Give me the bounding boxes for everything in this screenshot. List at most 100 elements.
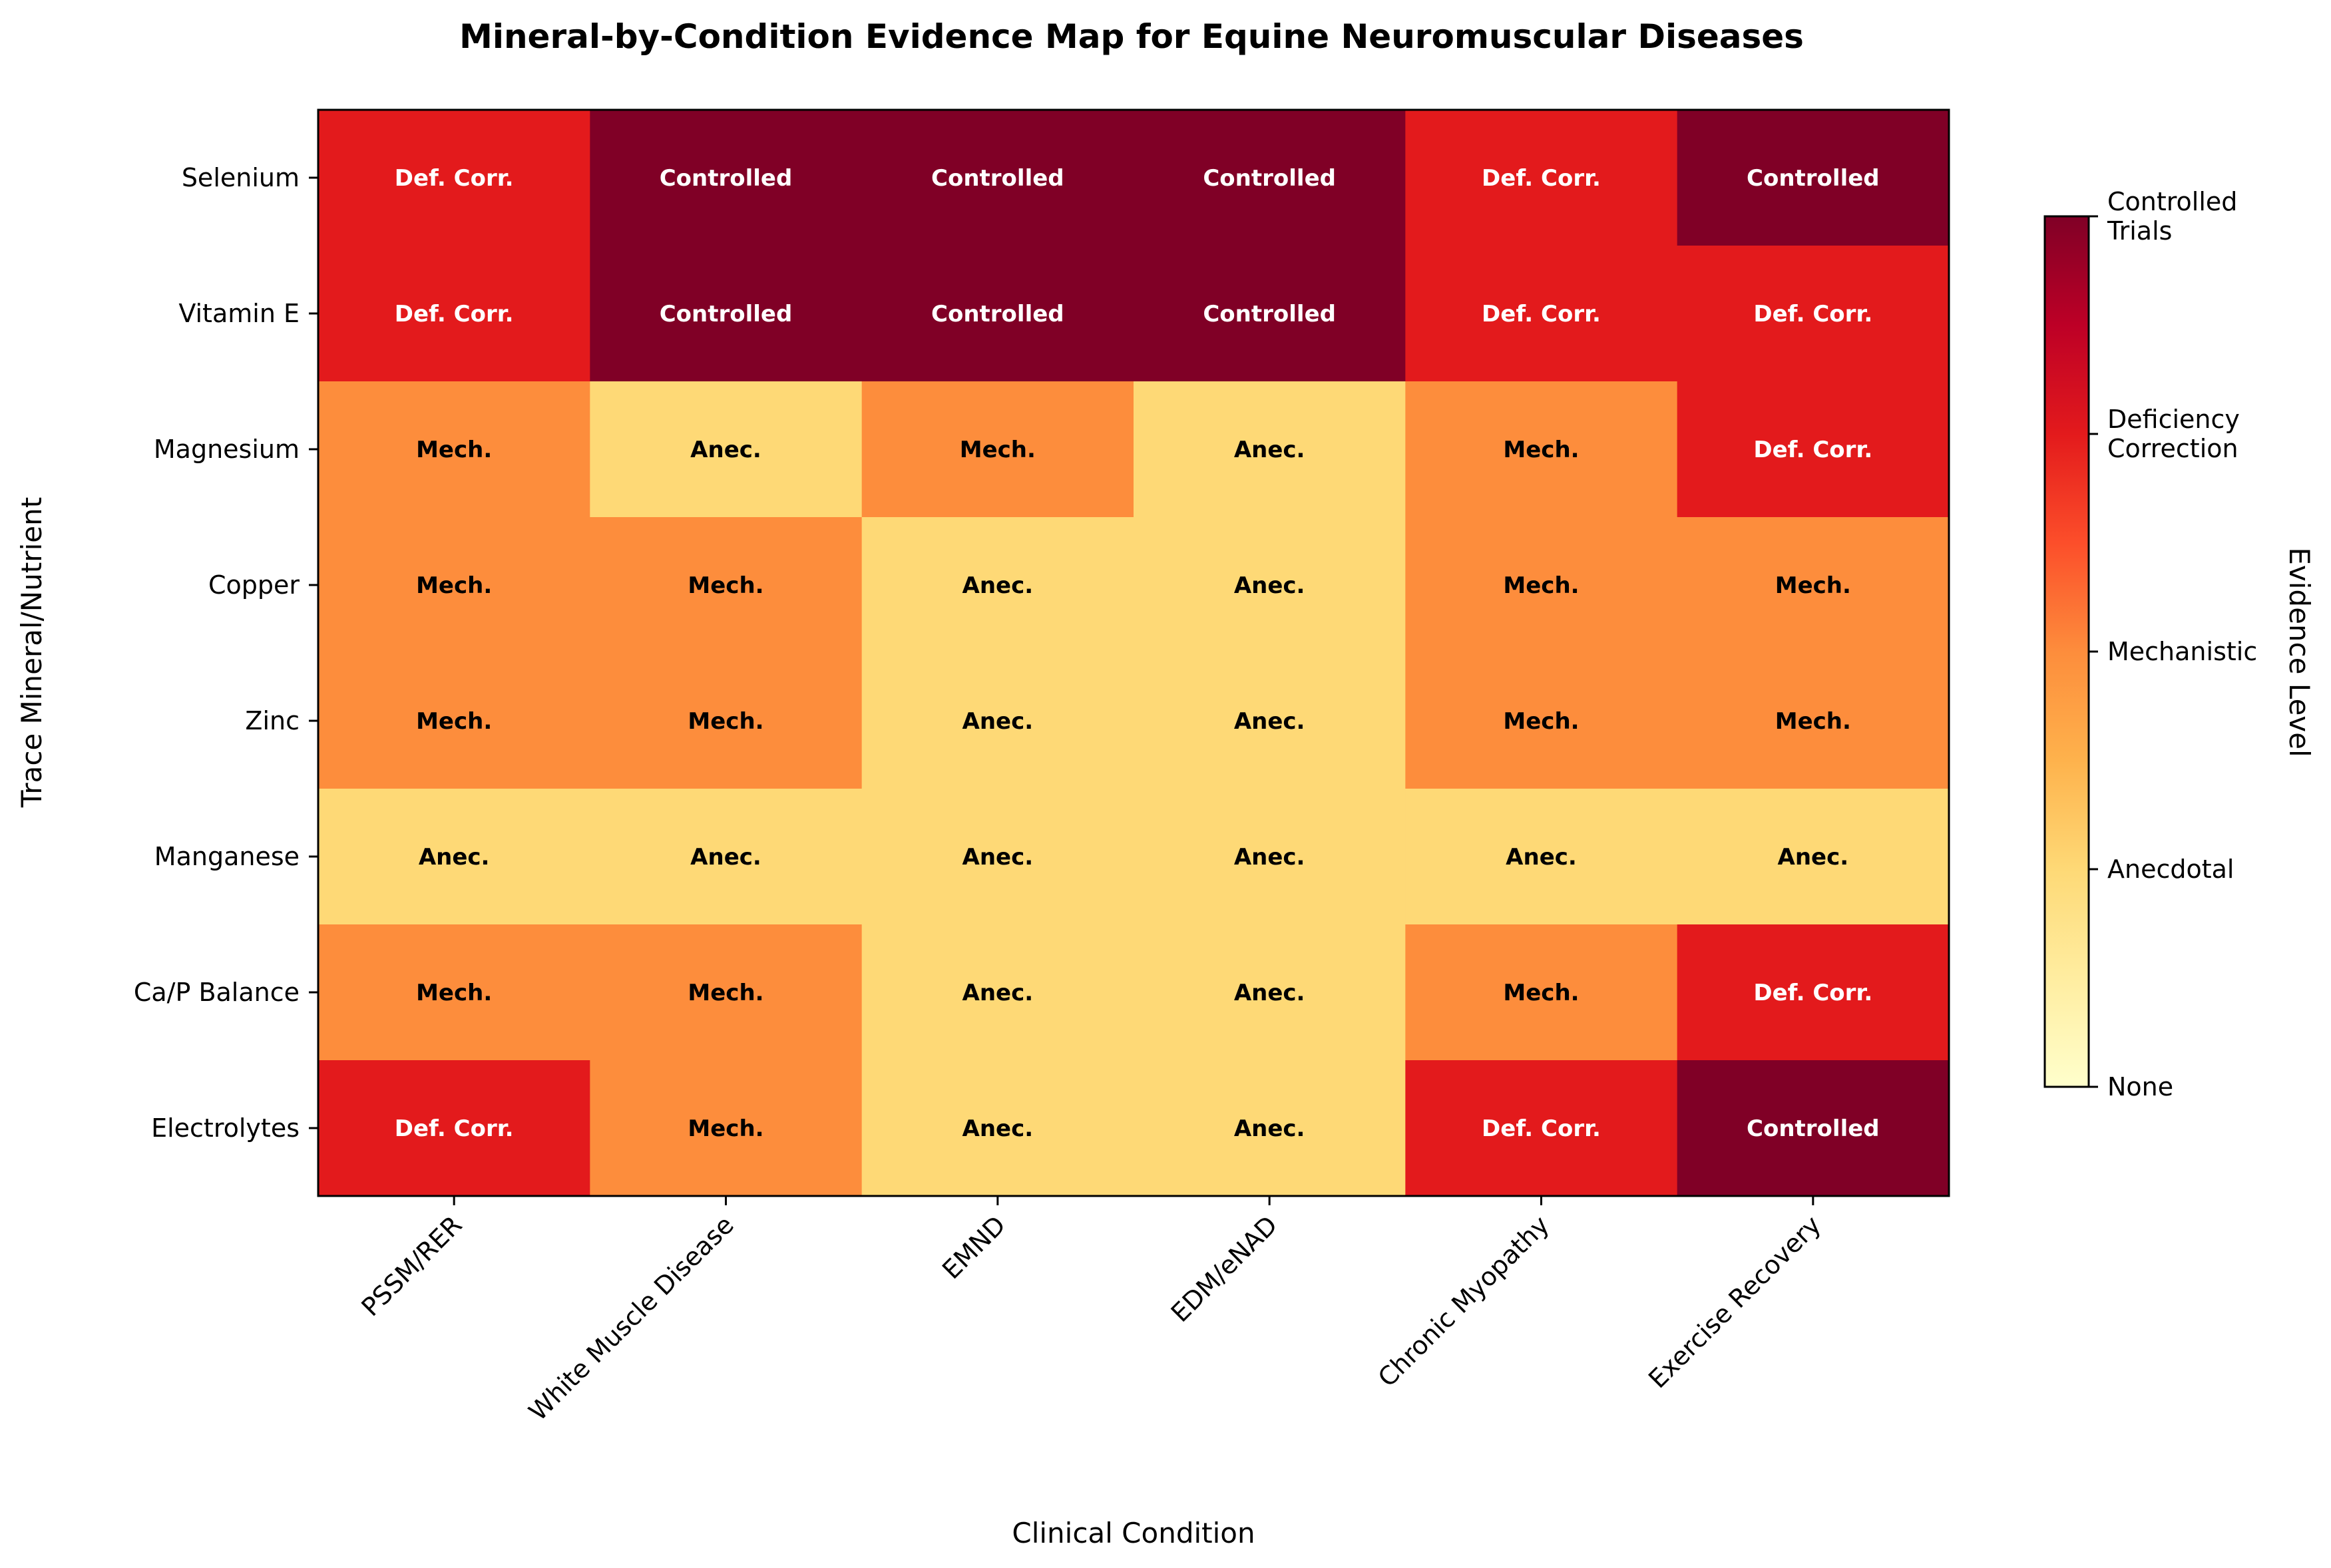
heatmap-cell	[861, 653, 1134, 789]
cell-value-label: Mech.	[1503, 708, 1579, 735]
cell-value-label: Mech.	[416, 572, 492, 599]
heatmap-cell-labels: Def. Corr. Controlled Controlled Controlled…	[395, 165, 1880, 1142]
x-tick-label: EDM/eNAD	[1166, 1210, 1283, 1328]
cell-value-label: Anec.	[1234, 844, 1305, 871]
colorbar-tick-label: None	[2107, 1072, 2173, 1101]
heatmap-cell	[1677, 110, 1950, 246]
heatmap-cell	[318, 110, 590, 246]
heatmap-cell	[861, 1060, 1134, 1197]
heatmap-cell	[590, 110, 863, 246]
y-axis-label: Trace Mineral/Nutrient	[15, 497, 48, 808]
heatmap-cell	[1405, 246, 1678, 382]
heatmap-cell	[1405, 110, 1678, 246]
cell-value-label: Anec.	[690, 844, 761, 871]
heatmap-cell	[1134, 381, 1406, 518]
heatmap-cell	[1677, 246, 1950, 382]
colorbar-tick-label: Controlled	[2107, 187, 2237, 216]
x-axis-label: Clinical Condition	[1012, 1517, 1255, 1549]
cell-value-label: Def. Corr.	[1753, 980, 1872, 1006]
x-tick-label: Chronic Myopathy	[1373, 1210, 1555, 1392]
colorbar-label: Evidence Level	[2283, 547, 2316, 757]
cell-value-label: Controlled	[1747, 1115, 1880, 1142]
cell-value-label: Controlled	[1747, 165, 1880, 192]
heatmap-cell	[318, 1060, 590, 1197]
cell-value-label: Mech.	[688, 572, 763, 599]
cell-value-label: Mech.	[1503, 980, 1579, 1006]
x-tick-label: PSSM/RER	[356, 1210, 468, 1322]
y-tick-label: Electrolytes	[151, 1113, 300, 1143]
heatmap-cell	[1134, 246, 1406, 382]
plot-frame	[317, 108, 1950, 1197]
heatmap-cell	[1134, 1060, 1406, 1197]
y-tick-label: Selenium	[182, 163, 300, 192]
cell-value-label: Def. Corr.	[1753, 437, 1872, 463]
cell-value-label: Controlled	[931, 165, 1064, 192]
colorbar-gradient	[2043, 215, 2090, 1088]
cell-value-label: Anec.	[1234, 708, 1305, 735]
y-tick-label: Ca/P Balance	[134, 978, 300, 1007]
cell-value-label: Controlled	[660, 301, 793, 327]
cell-value-label: Def. Corr.	[1482, 165, 1601, 192]
heatmap-cell	[318, 924, 590, 1061]
heatmap-cell	[1405, 653, 1678, 789]
cell-value-label: Anec.	[419, 844, 490, 871]
x-axis-ticks: PSSM/RER White Muscle Disease EMND EDM/eNAD…	[356, 1196, 1826, 1426]
y-tick-label: Magnesium	[154, 435, 300, 464]
cell-value-label: Mech.	[688, 980, 763, 1006]
heatmap-cell	[1405, 789, 1678, 925]
heatmap-cell	[861, 924, 1134, 1061]
heatmap-cell	[1405, 1060, 1678, 1197]
cell-value-label: Mech.	[960, 437, 1036, 463]
heatmap-cell	[1134, 517, 1406, 654]
heatmap-cell	[1405, 517, 1678, 654]
cell-value-label: Anec.	[1234, 1115, 1305, 1142]
cell-value-label: Controlled	[931, 301, 1064, 327]
x-tick-label: EMND	[937, 1210, 1011, 1284]
cell-value-label: Mech.	[416, 708, 492, 735]
cell-value-label: Def. Corr.	[395, 1115, 514, 1142]
cell-value-label: Anec.	[1234, 437, 1305, 463]
heatmap-cell	[1134, 110, 1406, 246]
heatmap-cell	[590, 1060, 863, 1197]
cell-value-label: Anec.	[962, 980, 1034, 1006]
heatmap-cell	[861, 789, 1134, 925]
heatmap-cell	[1134, 789, 1406, 925]
chart-title: Mineral-by-Condition Evidence Map for Eq…	[459, 17, 1804, 56]
heatmap-cell	[590, 789, 863, 925]
x-tick-label: White Muscle Disease	[523, 1210, 740, 1426]
cell-value-label: Anec.	[1234, 980, 1305, 1006]
cell-value-label: Mech.	[1503, 437, 1579, 463]
cell-value-label: Def. Corr.	[1482, 301, 1601, 327]
colorbar-tick-label: Mechanistic	[2107, 637, 2257, 666]
heatmap-cell	[1677, 1060, 1950, 1197]
cell-value-label: Anec.	[1778, 844, 1849, 871]
heatmap-cell	[590, 246, 863, 382]
heatmap-cell	[1677, 381, 1950, 518]
cell-value-label: Anec.	[962, 572, 1034, 599]
colorbar: None Anecdotal Mechanistic DeficiencyCorrec…	[2043, 187, 2316, 1101]
colorbar-tick-label: Deficiency	[2107, 405, 2240, 434]
x-tick-label: Exercise Recovery	[1643, 1210, 1826, 1394]
colorbar-tick-label: Trials	[2107, 216, 2172, 246]
y-axis-ticks: Selenium Vitamin E Magnesium Copper Zinc Mang…	[134, 163, 318, 1143]
heatmap-cell	[590, 653, 863, 789]
cell-value-label: Mech.	[688, 708, 763, 735]
heatmap-cell	[1677, 517, 1950, 654]
cell-value-label: Anec.	[1506, 844, 1577, 871]
heatmap-cell	[1134, 924, 1406, 1061]
cell-value-label: Def. Corr.	[395, 165, 514, 192]
cell-value-label: Controlled	[660, 165, 793, 192]
heatmap-cell	[1677, 789, 1950, 925]
cell-value-label: Anec.	[962, 708, 1034, 735]
heatmap-cell	[1677, 653, 1950, 789]
heatmap-cell	[318, 381, 590, 518]
heatmap-cell	[861, 246, 1134, 382]
heatmap-cell	[590, 381, 863, 518]
heatmap-cell	[861, 110, 1134, 246]
cell-value-label: Mech.	[416, 437, 492, 463]
heatmap-cell	[318, 517, 590, 654]
cell-value-label: Mech.	[416, 980, 492, 1006]
cell-value-label: Anec.	[962, 1115, 1034, 1142]
y-tick-label: Zinc	[245, 706, 300, 735]
cell-value-label: Def. Corr.	[1482, 1115, 1601, 1142]
